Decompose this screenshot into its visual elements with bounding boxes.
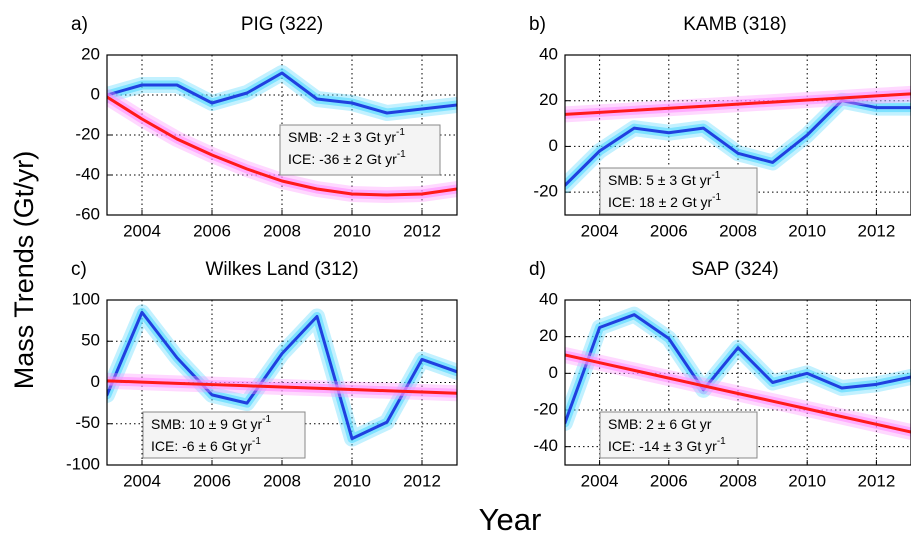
- x-tick-label: 2006: [650, 471, 688, 490]
- y-tick-label: 0: [91, 372, 100, 391]
- annotation-text: SMB: -2 ± 3 Gt yr: [288, 129, 396, 145]
- y-tick-label: 0: [549, 136, 558, 155]
- annotation: ICE: -6 ± 6 Gt yr-1: [151, 436, 261, 454]
- x-tick-label: 2004: [123, 221, 161, 240]
- y-tick-label: 40: [539, 289, 558, 308]
- annotation-box: [599, 411, 758, 459]
- panel-title: Wilkes Land (312): [205, 259, 358, 280]
- series-group: [565, 306, 911, 440]
- panel-title: PIG (322): [241, 14, 323, 35]
- panel-label: c): [71, 259, 87, 280]
- annotation-superscript: -1: [711, 170, 720, 181]
- annotation: ICE: -14 ± 3 Gt yr-1: [608, 436, 726, 454]
- annotation-box: [142, 411, 306, 459]
- series-line: [565, 313, 911, 425]
- plot-frame: [106, 54, 458, 216]
- annotation: ICE: 18 ± 2 Gt yr-1: [608, 192, 722, 210]
- panel-label: d): [529, 259, 546, 280]
- panel-title: SAP (324): [691, 259, 778, 280]
- plot-frame: [564, 54, 911, 216]
- annotation-text: SMB: 5 ± 3 Gt yr: [608, 172, 712, 188]
- annotation-superscript: -1: [712, 192, 721, 203]
- x-tick-label: 2006: [193, 221, 231, 240]
- x-axis-label: Year: [479, 502, 542, 537]
- annotation-superscript: -1: [252, 436, 261, 447]
- y-tick-label: 100: [72, 289, 100, 308]
- panel-label: a): [71, 14, 88, 35]
- y-tick-label: 0: [549, 363, 558, 382]
- series-line: [565, 92, 911, 116]
- x-tick-label: 2010: [788, 471, 826, 490]
- y-tick-label: -100: [66, 454, 100, 473]
- plot-frame: [564, 299, 911, 466]
- y-axis-label: Mass Trends (Gt/yr): [9, 151, 39, 390]
- annotation-superscript: -1: [396, 127, 405, 138]
- x-tick-label: 2004: [123, 471, 161, 490]
- panel-title: KAMB (318): [683, 14, 786, 35]
- series-line: [107, 310, 457, 441]
- x-tick-label: 2012: [403, 221, 441, 240]
- y-tick-label: -40: [75, 164, 100, 183]
- x-tick-label: 2010: [333, 471, 371, 490]
- panel-label: b): [529, 14, 546, 35]
- y-tick-label: -20: [533, 399, 558, 418]
- y-tick-label: 20: [81, 44, 100, 63]
- y-tick-label: 20: [539, 326, 558, 345]
- y-tick-label: 20: [539, 90, 558, 109]
- x-tick-label: 2004: [581, 471, 619, 490]
- annotation: SMB: 10 ± 9 Gt yr-1: [151, 414, 272, 432]
- plot-frame: [106, 299, 458, 466]
- annotation: ICE: -36 ± 2 Gt yr-1: [288, 149, 406, 167]
- annotation-text: ICE: -14 ± 3 Gt yr: [608, 438, 717, 454]
- x-tick-label: 2006: [650, 221, 688, 240]
- annotation-text: ICE: -6 ± 6 Gt yr: [151, 438, 252, 454]
- series-line: [565, 99, 911, 187]
- x-tick-label: 2010: [333, 221, 371, 240]
- annotation-box: [279, 124, 441, 176]
- y-tick-label: -40: [533, 436, 558, 455]
- y-tick-label: -20: [75, 124, 100, 143]
- x-tick-label: 2008: [719, 471, 757, 490]
- annotation: SMB: -2 ± 3 Gt yr-1: [288, 127, 405, 145]
- y-tick-label: -20: [533, 182, 558, 201]
- series-group: [565, 85, 911, 194]
- x-tick-label: 2012: [857, 221, 895, 240]
- series-line: [565, 353, 911, 434]
- y-tick-label: 0: [91, 84, 100, 103]
- y-tick-label: -50: [75, 413, 100, 432]
- annotation-text: ICE: 18 ± 2 Gt yr: [608, 194, 712, 210]
- x-tick-label: 2010: [788, 221, 826, 240]
- x-tick-label: 2004: [581, 221, 619, 240]
- annotation-text: SMB: 10 ± 9 Gt yr: [151, 416, 262, 432]
- series-group: [107, 304, 457, 447]
- y-tick-label: 40: [539, 44, 558, 63]
- annotation: SMB: 2 ± 6 Gt yr: [608, 416, 712, 432]
- y-tick-label: 50: [81, 331, 100, 350]
- series-line: [107, 71, 457, 115]
- x-tick-label: 2012: [403, 471, 441, 490]
- x-tick-label: 2008: [263, 221, 301, 240]
- x-tick-label: 2012: [857, 471, 895, 490]
- annotation-box: [599, 167, 758, 215]
- series-line: [107, 379, 457, 395]
- annotation-text: SMB: 2 ± 6 Gt yr: [608, 416, 712, 432]
- annotation-superscript: -1: [397, 149, 406, 160]
- annotation: SMB: 5 ± 3 Gt yr-1: [608, 170, 721, 188]
- series-line: [107, 95, 457, 197]
- annotation-superscript: -1: [262, 414, 271, 425]
- annotation-superscript: -1: [717, 436, 726, 447]
- series-group: [107, 65, 457, 203]
- x-tick-label: 2008: [719, 221, 757, 240]
- x-tick-label: 2008: [263, 471, 301, 490]
- y-tick-label: -60: [75, 204, 100, 223]
- x-tick-label: 2006: [193, 471, 231, 490]
- annotation-text: ICE: -36 ± 2 Gt yr: [288, 151, 397, 167]
